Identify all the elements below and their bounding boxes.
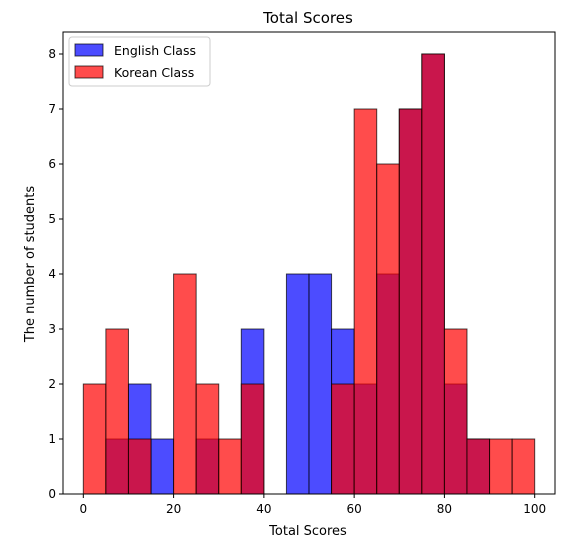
y-tick-label: 7 [48, 102, 56, 116]
y-tick-label: 6 [48, 157, 56, 171]
legend-label-english-class: English Class [114, 43, 196, 58]
bar-korean-class [218, 438, 242, 495]
bar-korean-class [466, 438, 491, 495]
x-axis-label: Total Scores [268, 524, 347, 539]
bar-korean-class [421, 53, 445, 495]
x-tick-label: 0 [79, 502, 87, 516]
plot-frame [62, 31, 556, 495]
x-tick-label: 60 [346, 502, 361, 516]
y-axis-ticks: 0 1 2 3 4 5 6 7 8 [48, 47, 63, 501]
chart-title: Total Scores [262, 9, 353, 27]
x-tick-label: 40 [256, 502, 271, 516]
y-tick-label: 1 [48, 432, 56, 446]
legend-swatch-english-class [74, 43, 104, 57]
bar-korean-class [511, 438, 536, 495]
bar-korean-class [240, 383, 265, 495]
bar-korean-class [331, 383, 355, 495]
bar-korean-class [195, 383, 220, 495]
bar-english-class [150, 438, 175, 495]
y-tick-label: 5 [48, 212, 56, 226]
bar-korean-class [443, 328, 468, 495]
bar-korean-class [82, 383, 107, 495]
bar-korean-class [173, 273, 197, 495]
bar-english-class [308, 273, 333, 495]
legend: English Class Korean Class [68, 36, 211, 87]
bar-english-class [285, 273, 310, 495]
legend-box [68, 36, 211, 87]
bar-korean-class [489, 438, 513, 495]
bar-korean-class [398, 108, 423, 495]
y-tick-label: 0 [48, 487, 56, 501]
plot-area [82, 53, 536, 495]
legend-swatch-korean-class [74, 65, 104, 79]
y-tick-label: 4 [48, 267, 56, 281]
x-tick-label: 20 [166, 502, 181, 516]
bar-korean-class [105, 328, 129, 495]
y-axis-label: The number of students [23, 186, 38, 344]
x-axis-ticks: 0 20 40 60 80 100 [79, 494, 546, 516]
legend-label-korean-class: Korean Class [114, 65, 194, 80]
x-tick-label: 80 [437, 502, 452, 516]
bar-korean-class [376, 163, 400, 495]
bar-korean-class [353, 108, 378, 495]
y-tick-label: 3 [48, 322, 56, 336]
y-tick-label: 2 [48, 377, 56, 391]
y-tick-label: 8 [48, 47, 56, 61]
x-tick-label: 100 [523, 502, 546, 516]
bar-korean-class [127, 438, 152, 495]
